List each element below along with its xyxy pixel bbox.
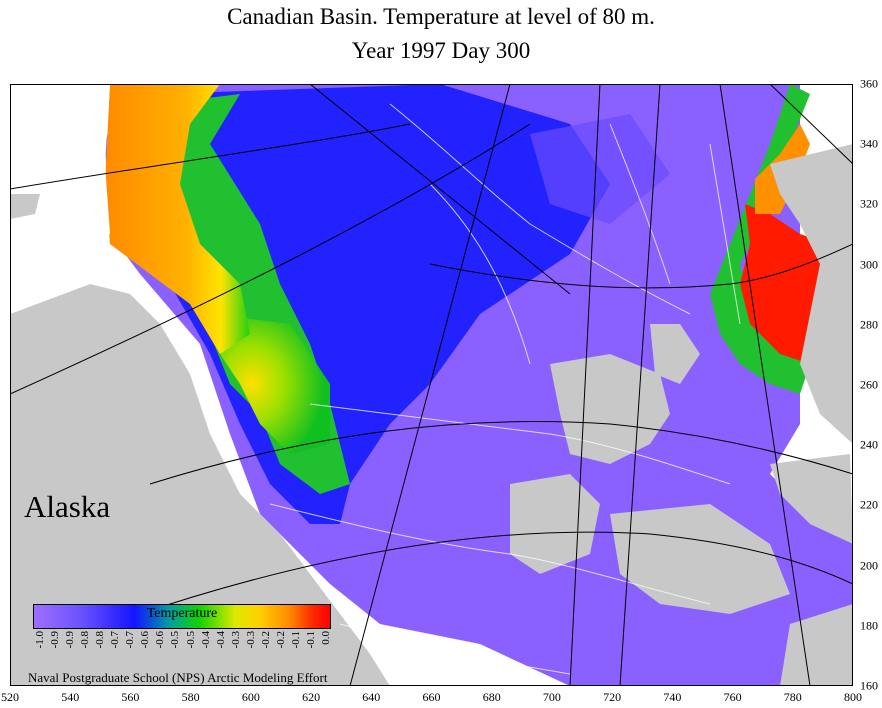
legend-tick: -0.7 [124,631,137,649]
y-tick-label: 220 [860,497,878,512]
x-tick-label: 580 [181,690,200,704]
y-tick-label: 180 [860,618,878,633]
land-alaska [10,284,390,686]
y-tick-label: 280 [860,317,878,332]
y-tick-label: 260 [860,377,878,392]
ocean-warm-core [210,314,330,454]
legend-tick: -0.2 [259,631,272,649]
legend-tick: -0.1 [304,631,317,649]
x-tick-label: 800 [844,690,862,704]
x-tick-label: 540 [61,690,80,704]
x-tick-label: 560 [121,690,140,704]
legend-tick: 0.0 [320,631,332,645]
y-tick-label: 360 [860,76,878,91]
land-greenland [770,144,853,444]
y-tick-label: 240 [860,437,878,452]
land-alaska-north [10,84,110,264]
legend-tick-labels: -1.0 -0.9 -0.9 -0.8 -0.8 -0.7 -0.7 -0.6 -0.6 -0.5… [33,631,332,661]
legend-tick: -0.9 [49,631,62,649]
legend-tick: -0.5 [184,631,197,649]
x-tick-label: 620 [302,690,321,704]
x-tick-label: 720 [603,690,622,704]
temperature-legend-bar: Temperature [33,604,331,629]
graticule [10,84,853,686]
contour-lines [269,103,741,675]
legend-tick: -0.3 [244,631,257,649]
land-island-3 [610,504,790,614]
map-subtitle: Year 1997 Day 300 [351,38,531,63]
legend-title: Temperature [146,606,218,621]
ocean-blue-patch [530,114,670,224]
y-tick-label: 320 [860,196,878,211]
x-tick-label: 660 [422,690,441,704]
strait-warm-east [710,84,810,394]
land-island-5 [770,454,853,544]
temperature-map [10,84,853,686]
region-label-alaska: Alaska [24,489,111,524]
legend-tick: -0.2 [274,631,287,649]
y-tick-label: 340 [860,136,878,151]
legend-tick: -0.9 [64,631,77,649]
x-tick-label: 640 [362,690,381,704]
x-tick-label: 600 [241,690,260,704]
x-tick-label: 780 [783,690,802,704]
legend-tick: -0.4 [214,631,227,649]
map-title: Canadian Basin. Temperature at level of … [227,4,655,29]
legend-tick: -0.4 [199,631,212,649]
legend-tick: -0.6 [139,631,152,649]
x-tick-label: 680 [482,690,501,704]
legend-tick: -0.6 [154,631,167,649]
legend-tick: -0.1 [289,631,302,649]
x-tick-label: 760 [723,690,742,704]
shelf-warm-west [105,84,250,354]
land-island-2 [510,474,600,574]
x-tick-label: 520 [1,690,19,704]
map-border [10,84,853,686]
legend-tick: -0.8 [79,631,92,649]
legend-tick: -0.3 [229,631,242,649]
y-tick-label: 160 [860,678,878,693]
legend-tick: -0.8 [94,631,107,649]
land-alaska-shelf [10,194,40,219]
land-island-4 [650,324,700,384]
legend-tick: -0.5 [169,631,182,649]
y-tick-label: 300 [860,257,878,272]
legend-tick: -1.0 [34,631,46,649]
x-tick-label: 700 [542,690,561,704]
legend-tick: -0.7 [109,631,122,649]
land-alaska-coast [10,244,120,314]
credit-text: Naval Postgraduate School (NPS) Arctic M… [28,670,328,685]
x-tick-label: 740 [663,690,682,704]
y-tick-label: 200 [860,558,878,573]
land-southeast [780,604,853,686]
